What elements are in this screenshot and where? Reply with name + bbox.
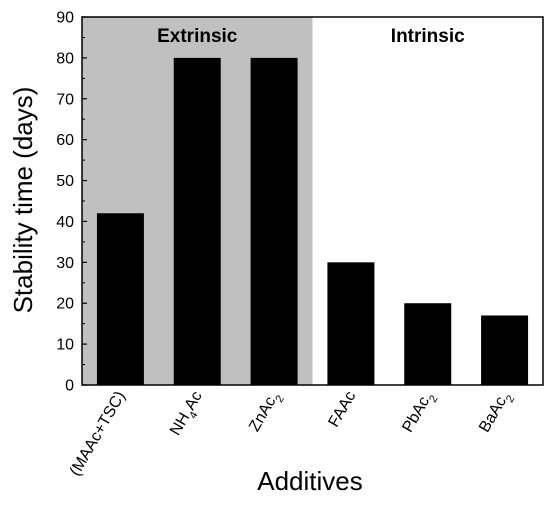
x-tick-label-1: (MAAc+TSC) [67,389,129,479]
bar-5 [404,303,452,385]
y-tick-label-60: 60 [56,132,74,149]
bar-3 [250,57,298,386]
region-label-intrinsic: Intrinsic [391,26,465,47]
x-tick-label-4: FAAc [326,389,360,431]
x-tick-label-2: NH4Ac [167,389,210,441]
x-axis-title: Additives [257,466,363,496]
region-label-extrinsic: Extrinsic [157,26,238,47]
y-tick-label-20: 20 [56,296,74,313]
y-tick-label-30: 30 [56,255,74,272]
y-tick-label-10: 10 [56,337,74,354]
y-tick-label-70: 70 [56,91,74,108]
bar-1 [96,213,144,385]
x-tick-label-3: ZnAc2 [246,389,287,438]
bar-6 [481,315,529,385]
y-tick-label-90: 90 [56,10,74,27]
region-backgrounds [82,17,543,385]
bars [96,57,529,386]
x-tick-label-6: BaAc2 [476,389,517,438]
bar-4 [327,262,375,385]
y-tick-label-0: 0 [65,378,74,395]
y-tick-label-50: 50 [56,173,74,190]
axes [81,16,544,386]
y-axis-title: Stability time (days) [8,87,38,314]
y-tick-label-40: 40 [56,214,74,231]
x-tick-label-5: PbAc2 [399,389,440,438]
bar-2 [173,57,221,386]
y-tick-label-80: 80 [56,50,74,67]
